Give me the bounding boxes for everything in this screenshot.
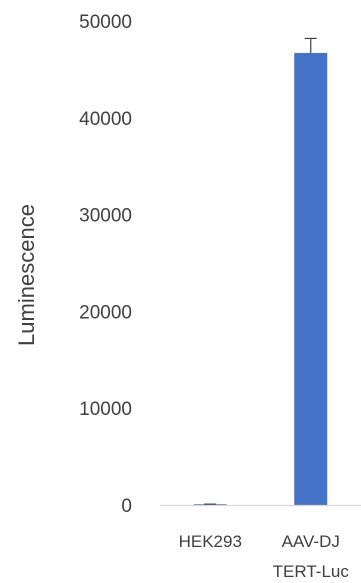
x-axis-category-labels: HEK293 AAV-DJ TERT-Luc xyxy=(179,532,350,581)
bar xyxy=(294,52,328,505)
y-tick-label: 20000 xyxy=(79,302,132,323)
y-tick-label: 10000 xyxy=(79,399,132,420)
error-bar xyxy=(304,37,317,53)
x-category-label: HEK293 xyxy=(179,532,242,551)
y-tick-label: 50000 xyxy=(79,12,132,33)
y-tick-label: 40000 xyxy=(79,109,132,130)
y-axis-tick-labels: 0 10000 20000 30000 40000 50000 xyxy=(79,12,132,517)
x-category-label: TERT-Luc xyxy=(273,562,350,581)
bar-series xyxy=(193,52,328,505)
y-tick-label: 30000 xyxy=(79,206,132,227)
y-tick-label: 0 xyxy=(121,496,132,517)
error-bars xyxy=(204,37,317,505)
x-category-label: AAV-DJ xyxy=(282,532,340,551)
y-axis-title: Luminescence xyxy=(14,204,39,346)
